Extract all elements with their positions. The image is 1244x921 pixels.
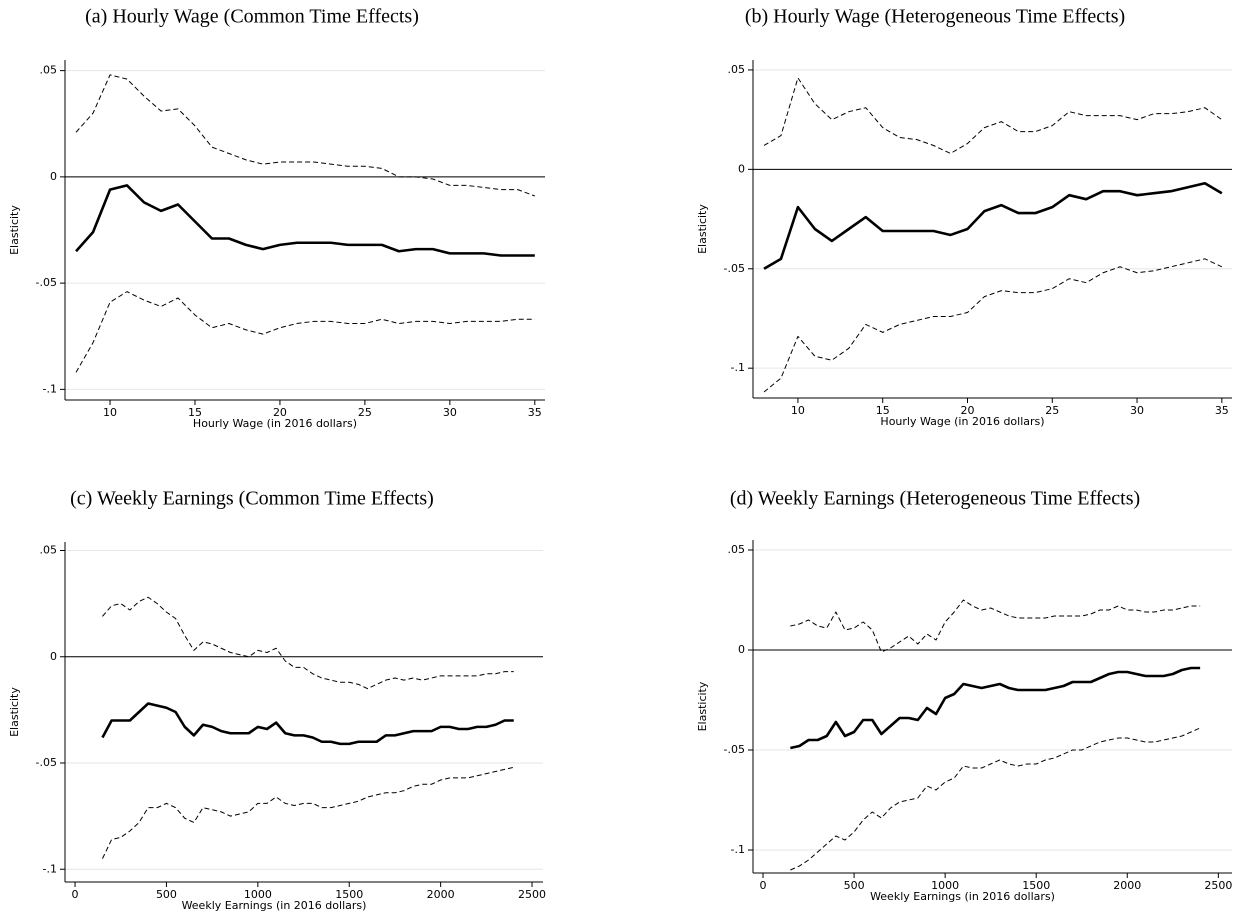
estimate-line xyxy=(101,702,514,746)
y-tick-label: -.05 xyxy=(724,743,745,756)
y-tick-label: .05 xyxy=(40,544,58,557)
confidence-bound xyxy=(763,258,1223,393)
y-tick-label: -.1 xyxy=(43,862,57,875)
x-tick-label: 10 xyxy=(103,406,117,419)
y-tick-label: 0 xyxy=(50,170,57,183)
y-tick-label: -.1 xyxy=(731,843,745,856)
panel-title: (c) Weekly Earnings (Common Time Effects… xyxy=(70,488,434,510)
y-tick-label: .05 xyxy=(40,64,58,77)
confidence-bound xyxy=(75,74,535,197)
x-tick-label: 30 xyxy=(1130,404,1144,417)
y-axis-label: Elasticity xyxy=(8,205,21,255)
x-tick-label: 20 xyxy=(960,404,974,417)
y-tick-label: -.05 xyxy=(36,276,57,289)
x-tick-label: 15 xyxy=(876,404,890,417)
x-tick-label: 30 xyxy=(443,406,457,419)
x-tick-label: 25 xyxy=(358,406,372,419)
x-tick-label: 1500 xyxy=(335,888,363,901)
x-axis-label: Weekly Earnings (in 2016 dollars) xyxy=(182,899,367,912)
x-tick-label: 20 xyxy=(273,406,287,419)
x-tick-label: 10 xyxy=(791,404,805,417)
x-tick-label: 15 xyxy=(188,406,202,419)
x-tick-label: 25 xyxy=(1045,404,1059,417)
y-tick-label: 0 xyxy=(50,650,57,663)
y-axis-label: Elasticity xyxy=(696,204,709,254)
y-tick-label: .05 xyxy=(728,63,746,76)
confidence-bound xyxy=(790,727,1201,871)
y-tick-label: -.1 xyxy=(731,361,745,374)
confidence-bound xyxy=(102,766,514,859)
confidence-bound xyxy=(790,599,1201,653)
y-tick-label: -.05 xyxy=(36,756,57,769)
x-tick-label: 2000 xyxy=(1113,879,1141,892)
panel-title: (a) Hourly Wage (Common Time Effects) xyxy=(85,6,419,28)
estimate-line xyxy=(790,666,1201,750)
x-axis-label: Hourly Wage (in 2016 dollars) xyxy=(880,415,1044,428)
x-tick-label: 35 xyxy=(1215,404,1229,417)
estimate-line xyxy=(763,181,1223,270)
x-tick-label: 2500 xyxy=(1204,879,1232,892)
y-tick-label: 0 xyxy=(738,643,745,656)
confidence-bound xyxy=(763,77,1223,154)
x-tick-label: 35 xyxy=(528,406,542,419)
x-tick-label: 0 xyxy=(72,888,79,901)
x-tick-label: 2500 xyxy=(518,888,546,901)
y-axis-label: Elasticity xyxy=(696,681,709,731)
y-tick-label: 0 xyxy=(738,162,745,175)
y-axis-label: Elasticity xyxy=(8,687,21,737)
confidence-bound xyxy=(102,596,514,690)
confidence-bound xyxy=(75,291,535,373)
estimate-line xyxy=(75,184,535,257)
panel-title: (d) Weekly Earnings (Heterogeneous Time … xyxy=(730,488,1140,510)
x-axis-label: Weekly Earnings (in 2016 dollars) xyxy=(870,890,1055,903)
x-tick-label: 1500 xyxy=(1022,879,1050,892)
x-tick-label: 500 xyxy=(156,888,177,901)
x-tick-label: 500 xyxy=(844,879,865,892)
x-tick-label: 1000 xyxy=(244,888,272,901)
x-axis-label: Hourly Wage (in 2016 dollars) xyxy=(193,417,357,430)
panel-title: (b) Hourly Wage (Heterogeneous Time Effe… xyxy=(745,6,1125,28)
y-tick-label: .05 xyxy=(728,543,746,556)
y-tick-label: -.05 xyxy=(724,262,745,275)
x-tick-label: 0 xyxy=(760,879,767,892)
x-tick-label: 2000 xyxy=(427,888,455,901)
x-tick-label: 1000 xyxy=(931,879,959,892)
y-tick-label: -.1 xyxy=(43,382,57,395)
